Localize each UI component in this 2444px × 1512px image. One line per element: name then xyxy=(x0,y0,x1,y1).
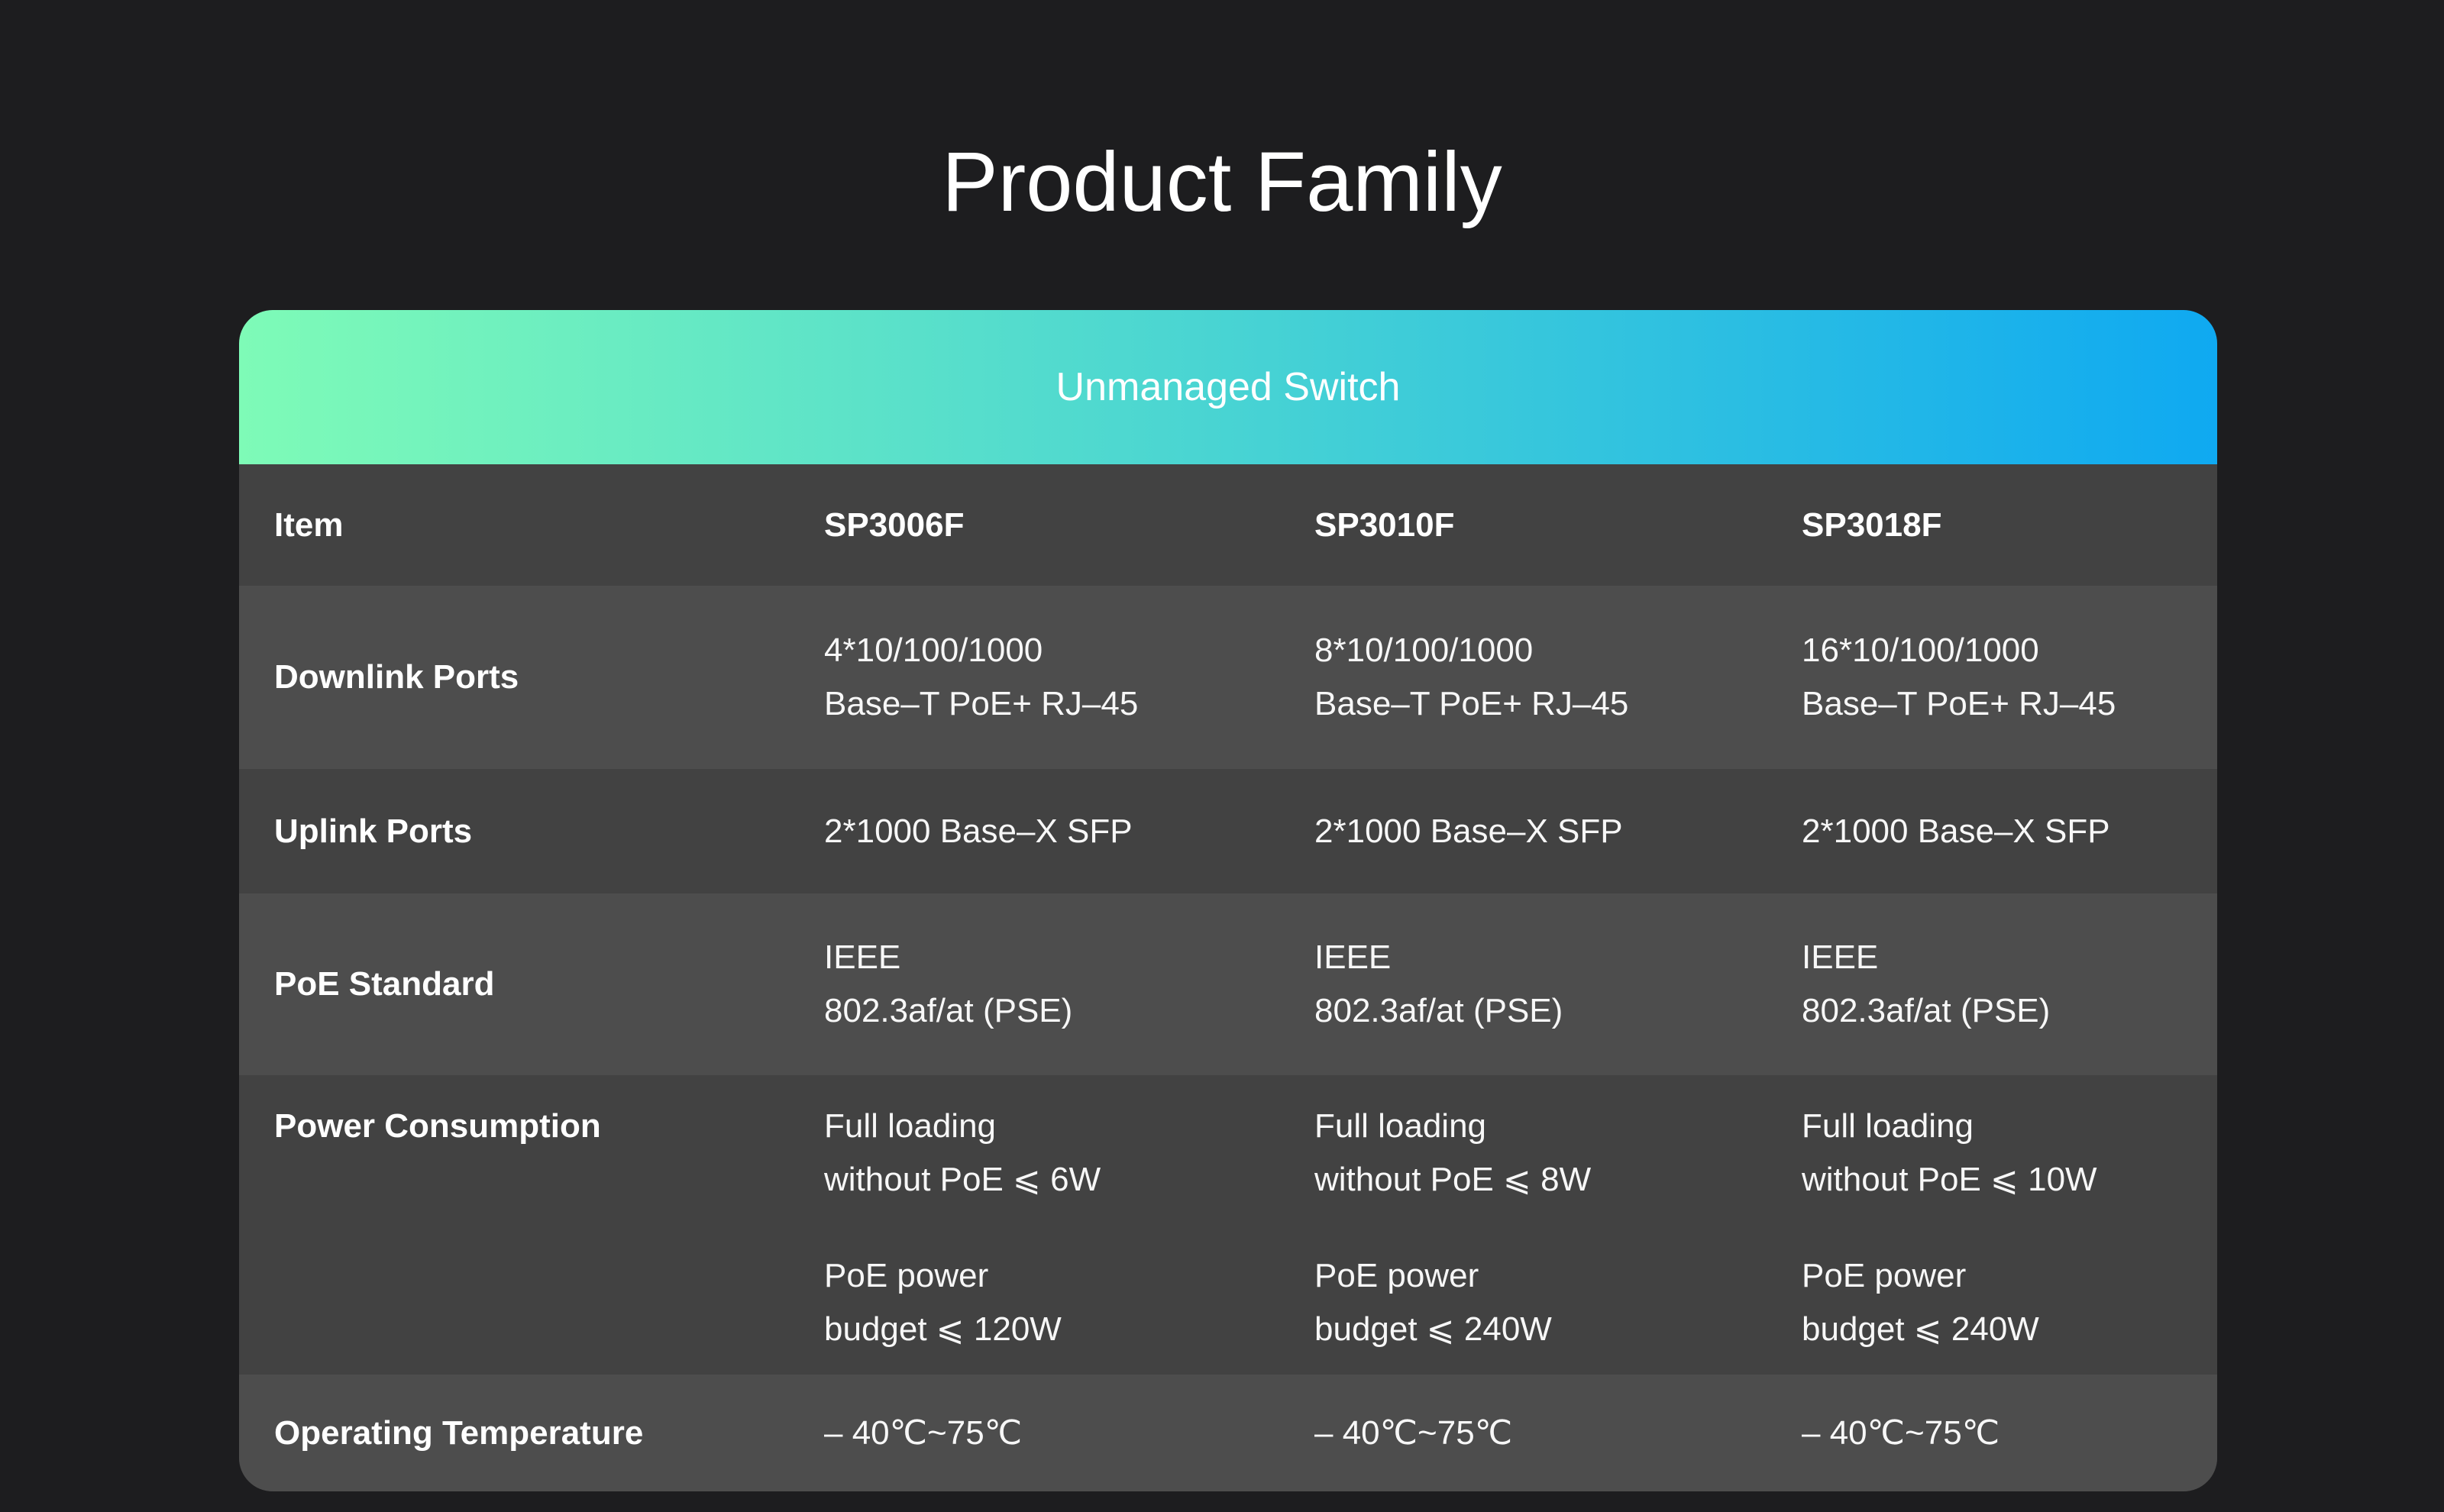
value-line: Full loading xyxy=(1314,1107,1487,1145)
column-header-model: SP3010F xyxy=(1314,506,1455,544)
value-line: PoE power xyxy=(1802,1257,1967,1294)
product-family-card: Unmanaged Switch Item SP3006F SP3010F SP301… xyxy=(239,310,2217,1491)
value-paragraph: IEEE 802.3af/at (PSE) xyxy=(824,931,1292,1038)
row-value-cell: Full loading without PoE ⩽ 8W PoE power bud… xyxy=(1314,1100,1802,1356)
value-line: – 40℃~75℃ xyxy=(824,1413,1023,1452)
value-line: without PoE ⩽ 6W xyxy=(824,1161,1101,1198)
value-line: without PoE ⩽ 10W xyxy=(1802,1161,2097,1198)
value-line: 8*10/100/1000 xyxy=(1314,632,1534,669)
card-header-label: Unmanaged Switch xyxy=(1056,365,1401,409)
value-line: 4*10/100/1000 xyxy=(824,632,1043,669)
value-paragraph: – 40℃~75℃ xyxy=(1314,1407,1779,1460)
value-line: 2*1000 Base–X SFP xyxy=(824,812,1133,850)
value-line: IEEE xyxy=(1802,939,1879,976)
value-paragraph: Full loading without PoE ⩽ 6W xyxy=(824,1100,1292,1207)
row-label: Power Consumption xyxy=(274,1107,601,1145)
row-value-cell: 2*1000 Base–X SFP xyxy=(1314,805,1802,858)
value-line: budget ⩽ 240W xyxy=(1314,1310,1552,1348)
value-line: 802.3af/at (PSE) xyxy=(1802,992,2051,1029)
row-label: Operating Temperature xyxy=(274,1413,644,1452)
value-paragraph: – 40℃~75℃ xyxy=(824,1407,1292,1460)
value-line: PoE power xyxy=(824,1257,989,1294)
table-row: Operating Temperature – 40℃~75℃ – 40℃~75℃ –… xyxy=(239,1375,2217,1491)
value-paragraph: Full loading without PoE ⩽ 10W xyxy=(1802,1100,2194,1207)
row-label: Uplink Ports xyxy=(274,812,473,850)
value-paragraph: PoE power budget ⩽ 240W xyxy=(1802,1249,2194,1356)
value-paragraph: IEEE 802.3af/at (PSE) xyxy=(1314,931,1779,1038)
value-paragraph: 16*10/100/1000 Base–T PoE+ RJ–45 xyxy=(1802,624,2194,731)
value-paragraph: PoE power budget ⩽ 240W xyxy=(1314,1249,1779,1356)
table-header-row: Item SP3006F SP3010F SP3018F xyxy=(239,464,2217,586)
row-value-cell: – 40℃~75℃ xyxy=(824,1407,1314,1460)
value-paragraph: IEEE 802.3af/at (PSE) xyxy=(1802,931,2194,1038)
value-line: IEEE xyxy=(824,939,901,976)
row-value-cell: Full loading without PoE ⩽ 10W PoE power bu… xyxy=(1802,1100,2217,1356)
value-line: – 40℃~75℃ xyxy=(1802,1413,2000,1452)
row-value-cell: 4*10/100/1000 Base–T PoE+ RJ–45 xyxy=(824,624,1314,731)
row-value-cell: IEEE 802.3af/at (PSE) xyxy=(1314,931,1802,1038)
row-value-cell: IEEE 802.3af/at (PSE) xyxy=(824,931,1314,1038)
page-title: Product Family xyxy=(942,135,1502,229)
row-value-cell: 16*10/100/1000 Base–T PoE+ RJ–45 xyxy=(1802,624,2217,731)
value-paragraph: PoE power budget ⩽ 120W xyxy=(824,1249,1292,1356)
row-value-cell: – 40℃~75℃ xyxy=(1802,1407,2217,1460)
row-value-cell: 8*10/100/1000 Base–T PoE+ RJ–45 xyxy=(1314,624,1802,731)
value-line: 2*1000 Base–X SFP xyxy=(1314,812,1623,850)
column-header-model: SP3006F xyxy=(824,506,965,544)
value-paragraph: 4*10/100/1000 Base–T PoE+ RJ–45 xyxy=(824,624,1292,731)
row-value-cell: 2*1000 Base–X SFP xyxy=(824,805,1314,858)
value-paragraph: Full loading without PoE ⩽ 8W xyxy=(1314,1100,1779,1207)
value-line: budget ⩽ 240W xyxy=(1802,1310,2039,1348)
row-value-cell: IEEE 802.3af/at (PSE) xyxy=(1802,931,2217,1038)
value-line: IEEE xyxy=(1314,939,1392,976)
value-line: Base–T PoE+ RJ–45 xyxy=(1802,685,2116,722)
value-paragraph: 2*1000 Base–X SFP xyxy=(1802,805,2194,858)
value-line: budget ⩽ 120W xyxy=(824,1310,1062,1348)
value-line: Base–T PoE+ RJ–45 xyxy=(824,685,1139,722)
value-line: 802.3af/at (PSE) xyxy=(824,992,1073,1029)
row-label: Downlink Ports xyxy=(274,658,519,696)
row-label: PoE Standard xyxy=(274,965,495,1003)
value-line: without PoE ⩽ 8W xyxy=(1314,1161,1592,1198)
column-header-model: SP3018F xyxy=(1802,506,1942,544)
value-line: 16*10/100/1000 xyxy=(1802,632,2039,669)
value-paragraph: 8*10/100/1000 Base–T PoE+ RJ–45 xyxy=(1314,624,1779,731)
value-paragraph: 2*1000 Base–X SFP xyxy=(824,805,1292,858)
table-row: Downlink Ports 4*10/100/1000 Base–T PoE+ R… xyxy=(239,586,2217,769)
table-row: Uplink Ports 2*1000 Base–X SFP 2*1000 Base… xyxy=(239,769,2217,893)
column-header-item: Item xyxy=(274,506,344,544)
value-line: PoE power xyxy=(1314,1257,1479,1294)
value-line: 802.3af/at (PSE) xyxy=(1314,992,1563,1029)
value-line: Base–T PoE+ RJ–45 xyxy=(1314,685,1629,722)
value-line: Full loading xyxy=(824,1107,997,1145)
row-value-cell: 2*1000 Base–X SFP xyxy=(1802,805,2217,858)
value-paragraph: – 40℃~75℃ xyxy=(1802,1407,2194,1460)
value-paragraph: 2*1000 Base–X SFP xyxy=(1314,805,1779,858)
value-line: 2*1000 Base–X SFP xyxy=(1802,812,2110,850)
value-line: Full loading xyxy=(1802,1107,1974,1145)
card-header-band: Unmanaged Switch xyxy=(239,310,2217,464)
table-row: Power Consumption Full loading without PoE… xyxy=(239,1075,2217,1375)
row-value-cell: – 40℃~75℃ xyxy=(1314,1407,1802,1460)
table-row: PoE Standard IEEE 802.3af/at (PSE) IEEE 802.… xyxy=(239,893,2217,1075)
row-value-cell: Full loading without PoE ⩽ 6W PoE power bud… xyxy=(824,1100,1314,1356)
table-body: Downlink Ports 4*10/100/1000 Base–T PoE+ R… xyxy=(239,586,2217,1491)
value-line: – 40℃~75℃ xyxy=(1314,1413,1513,1452)
